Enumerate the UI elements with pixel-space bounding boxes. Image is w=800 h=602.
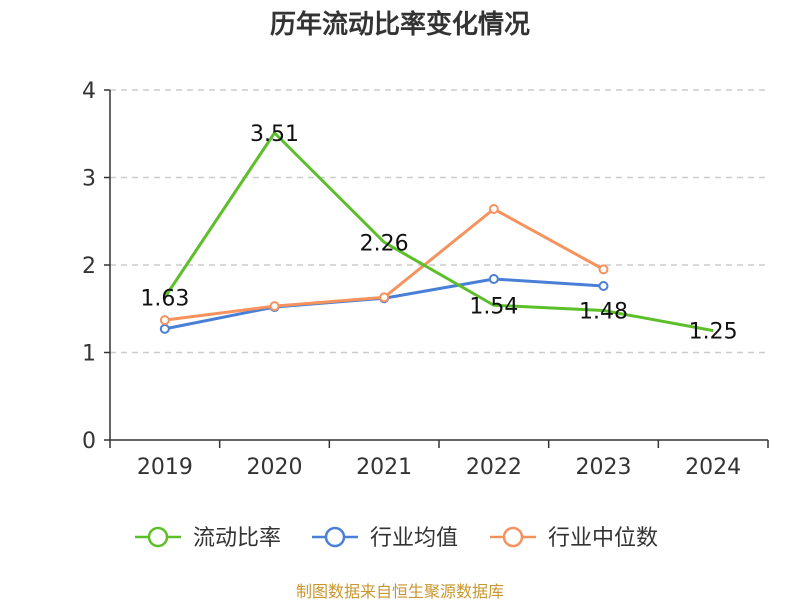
data-label: 1.48 <box>579 300 628 325</box>
data-point <box>269 301 280 312</box>
chart-title: 历年流动比率变化情况 <box>269 10 530 40</box>
y-tick-label: 2 <box>82 254 96 279</box>
x-tick-label: 2024 <box>685 455 741 480</box>
source-note: 制图数据来自恒生聚源数据库 <box>295 582 504 601</box>
legend-marker <box>502 526 524 548</box>
series-line-2 <box>164 207 605 322</box>
data-label: 1.25 <box>689 320 738 345</box>
data-point <box>598 264 609 275</box>
data-point <box>488 274 499 284</box>
data-point <box>379 292 390 303</box>
x-tick-label: 2019 <box>137 455 193 480</box>
x-tick-label: 2023 <box>576 455 632 480</box>
series-line-0 <box>163 131 714 333</box>
x-tick-label: 2021 <box>356 455 412 480</box>
x-tick-label: 2022 <box>466 455 522 480</box>
y-tick-label: 4 <box>82 79 96 104</box>
y-tick-label: 0 <box>82 429 96 454</box>
legend-marker <box>324 526 346 548</box>
data-point <box>488 204 499 214</box>
y-tick-label: 3 <box>82 167 96 192</box>
data-point <box>159 315 170 326</box>
data-label: 3.51 <box>250 122 299 147</box>
data-label: 1.63 <box>140 286 189 311</box>
legend-marker <box>147 526 169 548</box>
series-line-1 <box>164 277 604 331</box>
data-point <box>159 323 170 334</box>
legend-label: 行业均值 <box>370 526 458 551</box>
legend-label: 流动比率 <box>193 526 281 551</box>
x-tick-label: 2020 <box>247 455 303 480</box>
legend-label: 行业中位数 <box>548 526 658 551</box>
data-label: 1.54 <box>469 294 518 319</box>
data-point <box>598 281 609 291</box>
data-label: 2.26 <box>360 231 409 256</box>
y-tick-label: 1 <box>82 342 96 367</box>
